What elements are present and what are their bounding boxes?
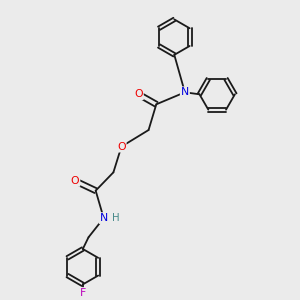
Text: H: H [112,213,120,223]
Text: N: N [100,213,108,223]
Text: O: O [117,142,126,152]
Text: F: F [80,288,86,298]
Text: O: O [71,176,80,186]
Text: O: O [134,89,143,99]
Text: N: N [181,87,189,97]
